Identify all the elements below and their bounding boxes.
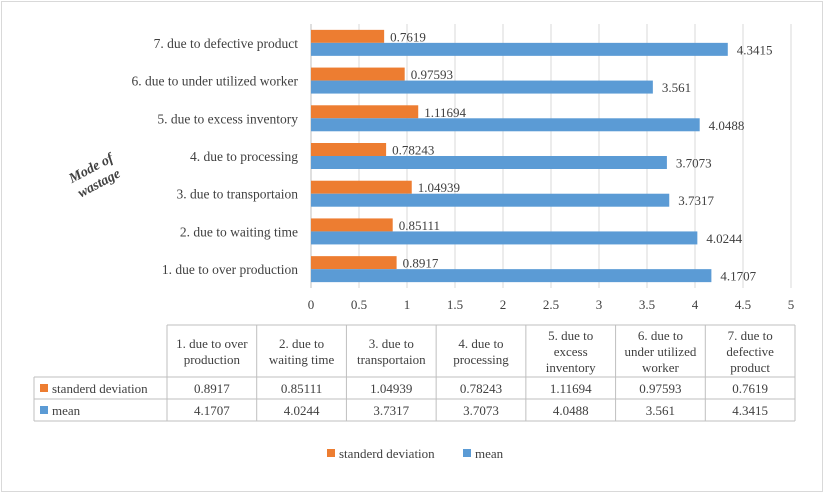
bar-mean	[311, 193, 670, 207]
data-labels-group: 0.8917 4.1707 0.85111 4.0244 1.04939 3.7317 0.…	[390, 29, 772, 283]
bar-mean	[311, 156, 667, 169]
table-header-cell: under utilized	[625, 344, 697, 359]
table-header-cell: 5. due to	[548, 328, 593, 343]
legend-swatch-mean	[463, 449, 471, 457]
category-label: 5. due to excess inventory	[157, 111, 298, 126]
category-labels-group: 1. due to over production 2. due to waiti…	[132, 36, 299, 277]
legend-label-mean: mean	[475, 446, 504, 461]
bar-std-dev	[311, 29, 385, 43]
bar-mean	[311, 231, 698, 245]
table-cell: 0.8917	[194, 381, 230, 396]
bars-group	[311, 29, 728, 283]
bar-std-dev	[311, 105, 419, 119]
table-cell: 3.7073	[463, 403, 499, 418]
x-tick-labels-group: 0 0.5 1 1.5 2 2.5 3 3.5 4 4.5 5	[308, 297, 795, 312]
bar-mean	[311, 269, 712, 283]
table-legend-key	[40, 406, 48, 414]
table-cell: 0.7619	[732, 381, 768, 396]
table-cell: 1.11694	[550, 381, 592, 396]
table-cell: 0.85111	[281, 381, 322, 396]
table-cell: 1.04939	[370, 381, 412, 396]
table-header-cell: 7. due to	[728, 328, 773, 343]
legend-label-std-dev: standerd deviation	[339, 446, 435, 461]
bar-std-dev	[311, 180, 412, 194]
table-row-header: standerd deviation	[52, 381, 148, 396]
table-cell: 0.78243	[460, 381, 502, 396]
table-cell: 0.97593	[639, 381, 681, 396]
x-tick-label: 4	[692, 297, 699, 312]
x-tick-label: 0.5	[351, 297, 367, 312]
x-tick-label: 3	[596, 297, 603, 312]
category-label: 6. due to under utilized worker	[132, 74, 299, 89]
bar-std-dev	[311, 143, 387, 156]
table-header-cell: 4. due to	[458, 336, 503, 351]
table-header-cell: 6. due to	[638, 328, 683, 343]
table-cell: 4.0488	[553, 403, 589, 418]
data-label-std-dev: 0.85111	[399, 218, 440, 233]
x-tick-label: 1	[404, 297, 411, 312]
data-label-std-dev: 1.04939	[418, 180, 460, 195]
data-label-std-dev: 0.97593	[411, 67, 453, 82]
x-tick-label: 1.5	[447, 297, 463, 312]
table-header-cell: waiting time	[269, 352, 335, 367]
data-label-std-dev: 0.8917	[403, 256, 439, 271]
legend: standerd deviation mean	[327, 446, 504, 461]
table-header-cell: defective	[726, 344, 774, 359]
data-label-mean: 4.0488	[709, 118, 745, 133]
table-header-cell: product	[730, 360, 770, 375]
data-label-std-dev: 0.78243	[392, 143, 434, 158]
table-header-cell: transportaion	[357, 352, 426, 367]
data-label-mean: 3.7317	[678, 193, 714, 208]
table-header-cell: 2. due to	[279, 336, 324, 351]
table-cell: 4.3415	[732, 403, 768, 418]
table-cell: 4.0244	[284, 403, 320, 418]
data-label-std-dev: 1.11694	[424, 105, 466, 120]
table-header-cell: processing	[453, 352, 509, 367]
x-tick-label: 2	[500, 297, 507, 312]
x-tick-label: 4.5	[735, 297, 751, 312]
x-tick-label: 0	[308, 297, 315, 312]
data-label-mean: 4.0244	[706, 231, 742, 246]
table-header-cell: worker	[642, 360, 679, 375]
legend-swatch-std-dev	[327, 449, 335, 457]
bar-std-dev	[311, 256, 397, 270]
category-label: 4. due to processing	[190, 149, 298, 164]
table-header-cell: inventory	[546, 360, 596, 375]
bar-std-dev	[311, 218, 393, 232]
table-header-cell: production	[184, 352, 241, 367]
bar-mean	[311, 80, 653, 94]
table-row-header: mean	[52, 403, 81, 418]
table-header-cell: 3. due to	[369, 336, 414, 351]
table-cell: 3.561	[646, 403, 675, 418]
category-label: 2. due to waiting time	[180, 224, 298, 239]
table-legend-key	[40, 384, 48, 392]
table-header-cell: 1. due to over	[176, 336, 248, 351]
data-label-std-dev: 0.7619	[390, 29, 426, 44]
x-tick-label: 5	[788, 297, 795, 312]
table-cell: 4.1707	[194, 403, 230, 418]
bar-mean	[311, 42, 728, 56]
bar-std-dev	[311, 67, 405, 81]
category-label: 3. due to transportaion	[177, 187, 299, 202]
x-tick-label: 3.5	[639, 297, 655, 312]
data-label-mean: 4.1707	[720, 269, 756, 284]
data-label-mean: 3.7073	[676, 156, 712, 171]
table-header-cell: excess	[554, 344, 588, 359]
data-label-mean: 4.3415	[737, 42, 773, 57]
category-label: 7. due to defective product	[154, 36, 299, 51]
x-tick-label: 2.5	[543, 297, 559, 312]
bar-mean	[311, 118, 700, 132]
table-cell: 3.7317	[373, 403, 409, 418]
data-label-mean: 3.561	[662, 80, 691, 95]
category-label: 1. due to over production	[162, 262, 298, 277]
